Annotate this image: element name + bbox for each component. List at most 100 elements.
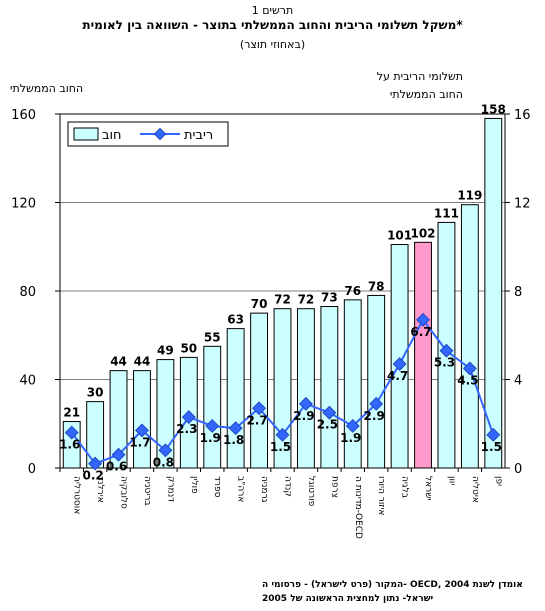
interest-value-label: 1.8 [223,433,244,447]
interest-marker [158,443,173,458]
category-label: איזור היורו [376,476,386,515]
interest-value-label: 1.5 [270,440,291,454]
interest-marker [486,427,501,442]
left-tick-label: 40 [19,374,36,389]
category-label: מדינות ה-OECD [353,476,363,539]
debt-value-label: 55 [204,330,221,344]
category-label: אירלנד [95,476,105,503]
chart-subtitle: (באחוזי תוצר) [239,38,306,51]
category-label: איטליה [470,476,480,503]
interest-value-label: 2.5 [317,418,338,432]
interest-marker [275,427,290,442]
debt-value-label: 44 [134,355,151,369]
category-label: ספרד [212,476,222,498]
debt-bar [367,294,386,469]
debt-bar [226,328,245,469]
right-tick-label: 16 [514,108,531,123]
category-label: ישראל [423,476,433,501]
interest-value-label: 1.6 [59,438,80,452]
interest-value-label: 2.3 [176,422,197,436]
debt-bar [320,305,339,469]
category-label: גרמניה [259,476,269,503]
right-axis-title-line1: תשלומי הריבית על [376,70,463,83]
right-tick-label: 12 [514,197,531,212]
category-label: בלגיה [400,476,410,498]
legend-label-debt: חוב [102,128,122,143]
debt-value-label: 21 [63,406,80,420]
source-note-line2: ישראל- נתון למחצית הראשונה של 2005 [262,594,434,604]
interest-marker [298,396,313,411]
debt-bar [156,359,175,469]
category-label: ארה"ב [236,476,246,502]
debt-value-label: 50 [180,341,197,355]
debt-value-label: 30 [87,386,104,400]
interest-value-label: 4.7 [387,369,408,383]
interest-value-label: 1.9 [200,431,221,445]
interest-value-label: 6.7 [410,325,431,339]
legend-label-interest: ריבית [184,128,213,143]
debt-bar [203,345,222,469]
debt-bar [296,308,315,469]
interest-value-label: 0.6 [106,460,127,474]
debt-bar [109,370,128,469]
debt-value-label: 73 [321,290,338,304]
debt-value-label: 119 [457,189,482,203]
legend-swatch-interest-marker [153,127,167,141]
interest-marker [369,396,384,411]
category-label: סלובקיה [119,476,129,509]
interest-marker [228,421,243,436]
debt-value-label: 70 [251,297,268,311]
debt-bar [484,117,503,469]
debt-value-label: 78 [368,279,385,293]
category-label: אוסטרליה [72,476,82,514]
category-label: צרפת [329,476,339,498]
debt-value-label: 49 [157,344,174,358]
interest-value-label: 2.9 [293,409,314,423]
debt-bar [390,244,409,469]
left-tick-label: 0 [28,462,36,477]
interest-marker [345,419,360,433]
interest-marker [416,312,430,327]
interest-value-label: 1.7 [129,435,150,449]
chart-title: משקל תשלומי הריבית והחוב הממשלתי בתוצר -… [82,18,463,32]
interest-value-label: 1.5 [481,440,502,454]
source-note-line1: המקור (פרט לישראל) - פרסומי ה- OECD, אומ… [262,580,523,590]
debt-value-label: 102 [410,226,435,240]
debt-value-label: 101 [387,229,412,243]
left-axis-title: החוב הממשלתי [10,82,84,95]
interest-value-label: 0.8 [153,455,174,469]
interest-marker [111,447,126,462]
interest-marker [322,405,337,420]
interest-value-label: 4.5 [457,373,478,387]
category-label: יפן [493,476,503,486]
category-label: פורטוגל [306,476,316,507]
debt-value-label: 63 [227,313,244,327]
interest-marker [462,361,477,376]
interest-marker [135,423,149,438]
left-tick-label: 160 [11,108,36,123]
legend-swatch-debt [73,127,99,141]
right-tick-label: 8 [514,285,522,300]
debt-bar [460,204,479,469]
interest-value-label: 2.7 [246,413,267,427]
interest-value-label: 0.2 [82,469,103,483]
right-axis-title-line2: החוב הממשלתי [389,88,463,101]
interest-marker [252,401,267,416]
category-label: יוון [446,476,456,485]
category-label: דנמרק [165,476,175,502]
debt-value-label: 72 [274,293,291,307]
interest-marker [205,419,220,433]
figure-number: תרשים 1 [251,4,294,17]
debt-bar [250,312,269,469]
interest-value-label: 5.3 [434,356,455,370]
interest-marker [392,357,407,371]
interest-marker [64,425,79,440]
debt-value-label: 44 [110,355,127,369]
right-tick-label: 4 [514,374,522,389]
right-tick-label: 0 [514,462,522,477]
debt-value-label: 76 [344,284,361,298]
interest-marker [181,410,196,425]
interest-value-label: 2.9 [364,409,385,423]
debt-bar [414,241,432,469]
